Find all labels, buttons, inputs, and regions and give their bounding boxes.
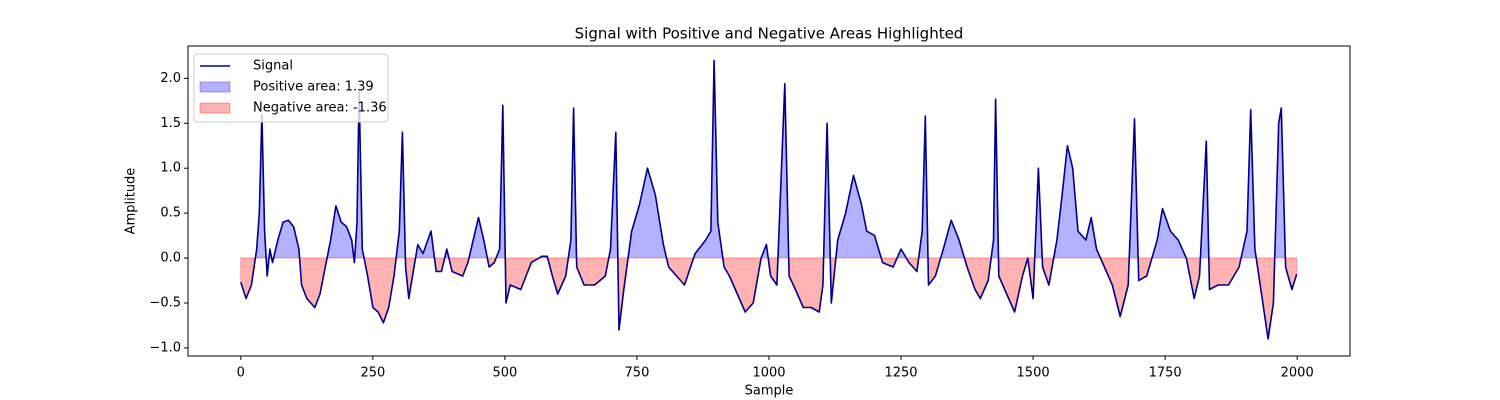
x-tick-label: 0 [237, 366, 245, 381]
y-tick-label: −1.0 [149, 340, 181, 355]
x-axis-label: Sample [745, 384, 794, 399]
y-tick-label: 0.5 [160, 206, 181, 221]
chart-title: Signal with Positive and Negative Areas … [575, 25, 964, 43]
x-tick-label: 500 [492, 366, 517, 381]
y-tick-label: 2.0 [160, 71, 181, 86]
legend-box [193, 53, 389, 123]
y-tick-label: 1.0 [160, 161, 181, 176]
legend-label: Positive area: 1.39 [253, 80, 374, 95]
x-tick-label: 1250 [884, 366, 917, 381]
legend-label: Negative area: -1.36 [253, 101, 387, 116]
legend: Signal Positive area: 1.39 Negative area: … [193, 53, 389, 123]
plot-frame [187, 45, 1351, 357]
x-tick-label: 750 [625, 366, 650, 381]
x-tick-label: 1500 [1017, 366, 1050, 381]
legend-swatch [199, 102, 231, 114]
signal-line [240, 59, 1298, 340]
y-tick-label: 1.5 [160, 116, 181, 131]
x-tick-label: 1750 [1149, 366, 1182, 381]
y-axis-label: Amplitude [124, 168, 139, 235]
y-tick-label: −0.5 [149, 295, 181, 310]
x-tick-label: 1000 [752, 366, 785, 381]
legend-swatch [199, 81, 231, 93]
legend-label: Signal [253, 59, 293, 74]
y-tick-label: 0.0 [160, 251, 181, 266]
x-tick-label: 2000 [1281, 366, 1314, 381]
negative-area [240, 258, 1298, 339]
positive-area [240, 60, 1298, 259]
x-tick-label: 250 [360, 366, 385, 381]
